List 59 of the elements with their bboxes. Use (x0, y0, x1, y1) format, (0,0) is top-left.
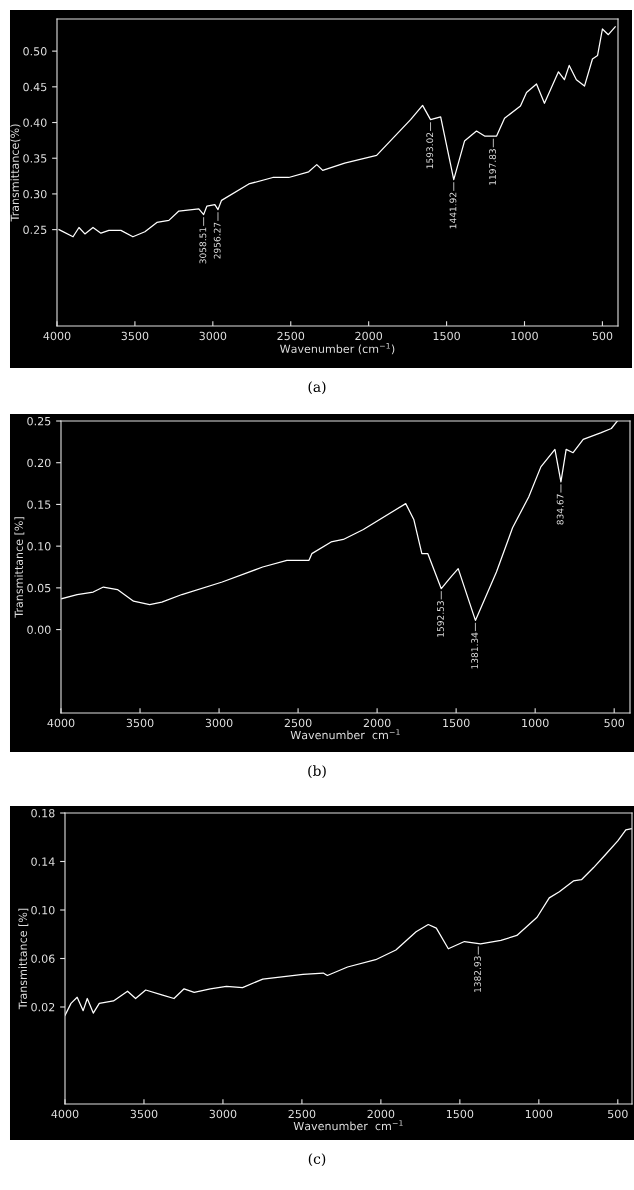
x-tick-label: 500 (604, 718, 625, 728)
y-tick-label: 0.15 (27, 500, 51, 509)
annotation: 1382.93 (474, 956, 481, 992)
x-tick-label: 500 (608, 1109, 628, 1119)
y-tick-label: 0.10 (27, 542, 51, 551)
annotation: 1381.34 (471, 632, 479, 669)
x-tick-label: 1500 (433, 331, 460, 341)
x-tick-label: 3500 (126, 718, 154, 728)
x-axis-title: Wavenumber (cm$^{−1}$) (280, 342, 395, 355)
x-axis-title: Wavenumber cm$^{−1}$ (293, 1120, 403, 1131)
annotation: 3058.51 (199, 227, 207, 264)
annotation: 1197.83 (489, 149, 496, 185)
y-tick-label: 0.50 (23, 47, 47, 56)
annotation: 2956.27 (213, 222, 221, 259)
x-tick-label: 2000 (363, 718, 391, 728)
y-tick-label: 0.10 (31, 905, 55, 915)
x-tick-label: 3000 (209, 1109, 237, 1119)
text: (c) (308, 1153, 326, 1166)
annotation: 1441.92 (449, 192, 457, 229)
y-tick-label: 0.25 (27, 416, 51, 426)
y-tick-label: 0.45 (23, 82, 47, 92)
x-tick-label: 2000 (355, 331, 383, 341)
x-tick-label: 3500 (130, 1109, 158, 1119)
x-tick-label: 4000 (47, 718, 75, 728)
y-tick-label: 0.00 (27, 625, 51, 634)
x-tick-label: 1000 (511, 331, 538, 341)
x-tick-label: 2500 (284, 718, 312, 728)
text: (a) (308, 381, 326, 394)
x-tick-label: 2500 (277, 331, 305, 341)
x-tick-label: 1000 (525, 1109, 553, 1119)
y-tick-label: 0.20 (27, 458, 51, 468)
x-tick-label: 2000 (367, 1109, 395, 1119)
y-tick-label: 0.14 (31, 857, 55, 866)
y-tick-label: 0.30 (23, 189, 47, 199)
y-tick-label: 0.25 (23, 225, 47, 234)
x-tick-label: 3000 (205, 718, 233, 728)
annotation: 834.67 (556, 494, 564, 525)
y-axis-title: Transmittance(%) (10, 124, 21, 222)
y-axis-title: Transmittance [%] (18, 908, 29, 1010)
x-tick-label: 3500 (121, 331, 149, 341)
x-tick-label: 500 (592, 331, 613, 341)
y-tick-label: 0.02 (31, 1002, 55, 1012)
y-tick-label: 0.40 (23, 118, 47, 127)
x-tick-label: 1500 (446, 1109, 474, 1119)
x-tick-label: 3000 (199, 331, 227, 341)
x-tick-label: 4000 (51, 1109, 79, 1119)
y-tick-label: 0.18 (31, 808, 55, 818)
x-tick-label: 1500 (443, 718, 470, 728)
y-tick-label: 0.35 (23, 154, 47, 163)
x-tick-label: 4000 (43, 331, 71, 341)
x-tick-label: 2500 (288, 1109, 316, 1119)
annotation: 1592.53 (437, 601, 444, 637)
text: (b) (308, 765, 326, 778)
y-tick-label: 0.06 (31, 954, 55, 963)
x-tick-label: 1000 (522, 718, 549, 728)
x-axis-title: Wavenumber cm$^{−1}$ (290, 729, 400, 740)
annotation: 1593.02 (426, 132, 434, 169)
y-axis-title: Transmittance [%] (14, 517, 25, 618)
y-tick-label: 0.05 (27, 583, 51, 593)
